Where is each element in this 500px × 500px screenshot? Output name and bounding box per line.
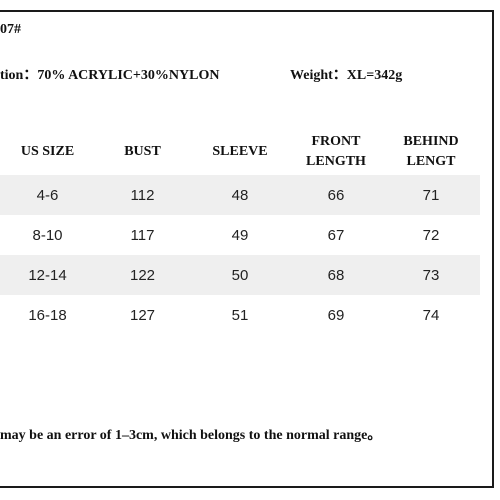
column-header-sleeve: SLEEVE [212,143,268,159]
cell-bust: 122 [129,266,156,284]
cell-behind-length: 71 [422,186,440,204]
cell-behind-length: 72 [422,226,440,244]
cell-front-length: 66 [327,186,345,204]
composition-text: tion：70% ACRYLIC+30%NYLON [0,68,220,83]
column-header-bust: BUST [124,143,161,159]
column-header-front-length: FRONT LENGTH [306,133,366,169]
size-table: US SIZE BUST SLEEVE FRONT LENGTH BEHIND … [0,128,480,335]
table-row: 4-6 112 48 66 71 [0,175,480,215]
cell-front-length: 67 [327,226,345,244]
cell-front-length: 69 [327,306,345,324]
weight-text: Weight：XL=342g [290,68,403,83]
cell-bust: 117 [130,226,155,244]
cell-us-size: 12-14 [28,266,67,284]
column-header-us-size: US SIZE [20,143,75,159]
cell-behind-length: 73 [422,266,440,284]
table-row: 16-18 127 51 69 74 [0,295,480,335]
cell-front-length: 68 [327,266,345,284]
product-code: 07# [0,22,21,37]
cell-sleeve: 48 [231,186,249,204]
cell-behind-length: 74 [422,306,440,324]
measurement-note: may be an error of 1–3cm, which belongs … [0,428,382,443]
table-row: 8-10 117 49 67 72 [0,215,480,255]
cell-bust: 112 [130,186,155,204]
table-row: 12-14 122 50 68 73 [0,255,480,295]
cell-bust: 127 [129,306,156,324]
cell-us-size: 16-18 [28,306,67,324]
column-header-behind-length: BEHIND LENGT [403,133,459,169]
cell-us-size: 4-6 [36,186,59,204]
cell-us-size: 8-10 [32,226,63,244]
cell-sleeve: 49 [231,226,249,244]
size-chart-frame [0,10,494,488]
cell-sleeve: 51 [231,306,249,324]
cell-sleeve: 50 [231,266,249,284]
table-header-row: US SIZE BUST SLEEVE FRONT LENGTH BEHIND … [0,128,480,175]
